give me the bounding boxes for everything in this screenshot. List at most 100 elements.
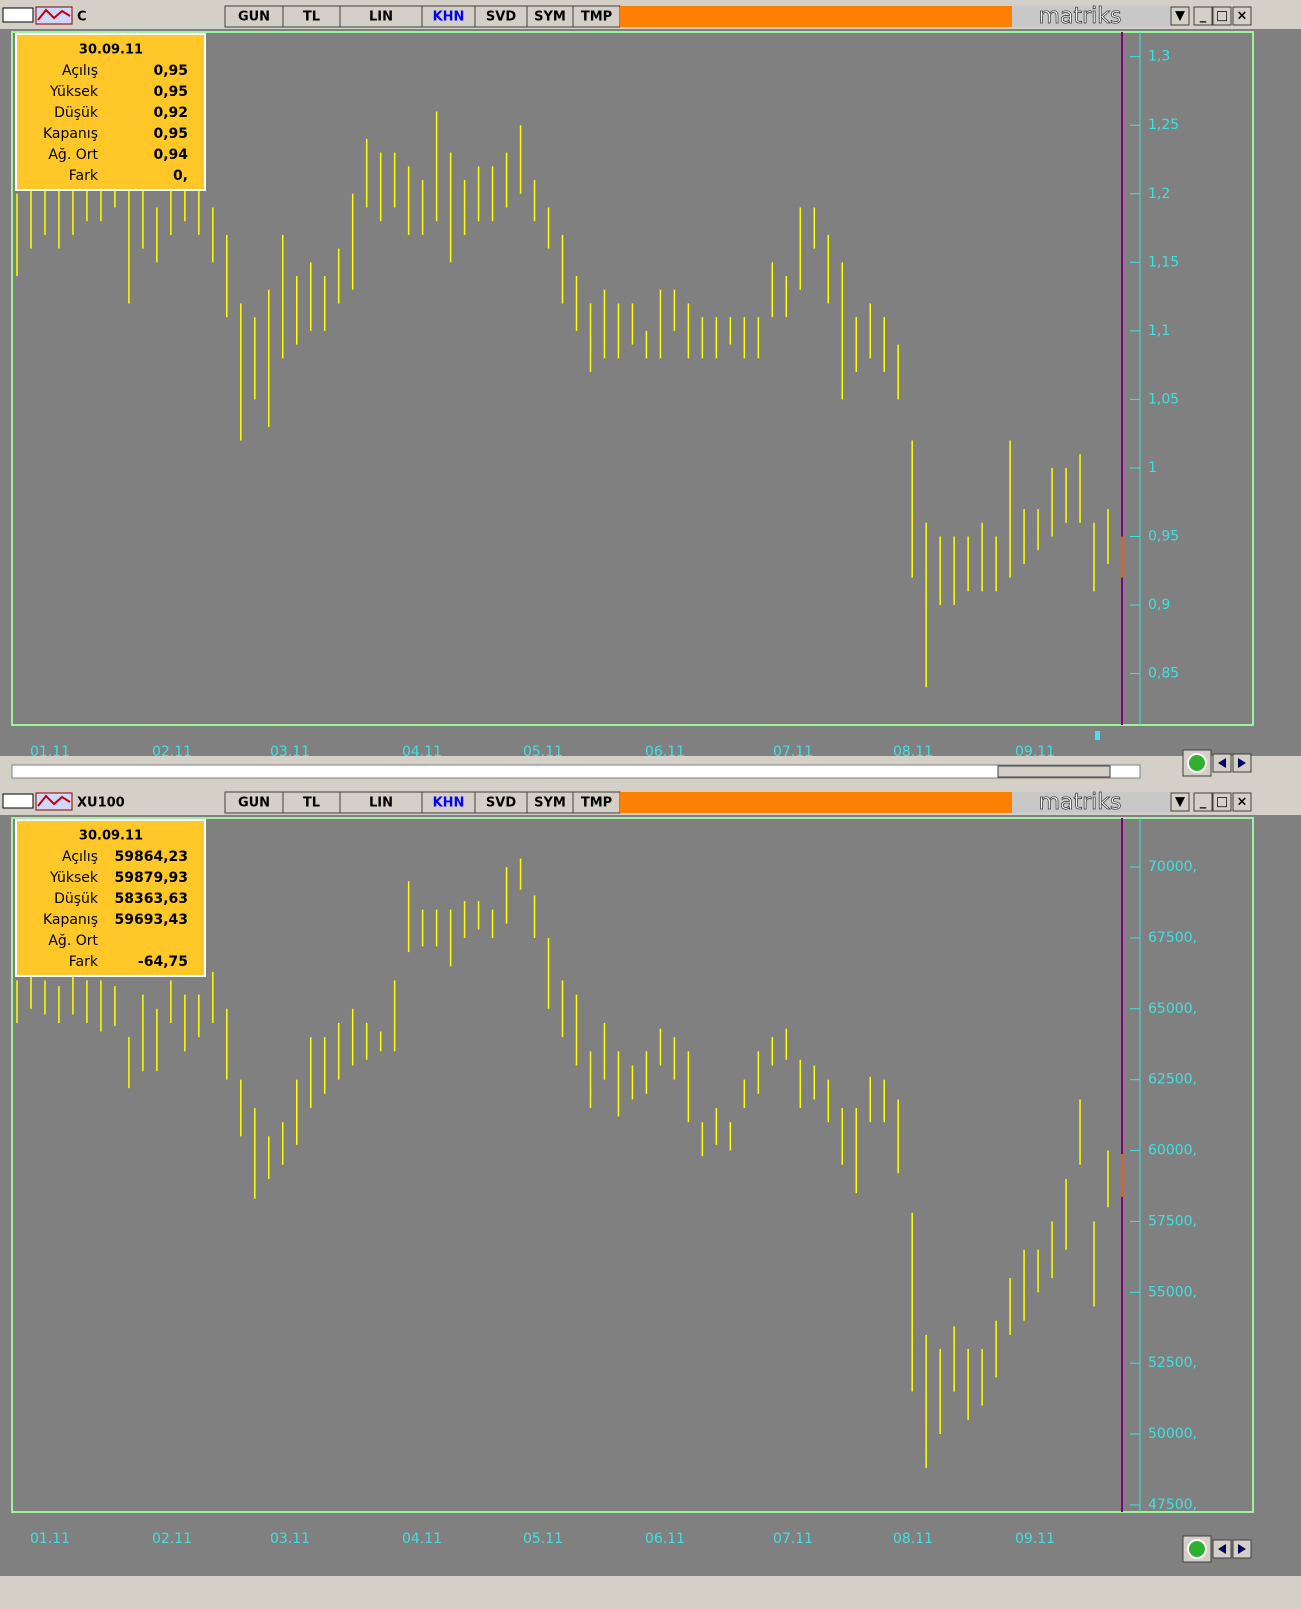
- toolbar-button-label[interactable]: LIN: [369, 10, 393, 25]
- x-tick-label: 05.11: [523, 744, 563, 760]
- info-label: Fark: [69, 168, 99, 184]
- refresh-icon[interactable]: [1187, 1539, 1207, 1559]
- y-tick-label: 0,95: [1148, 528, 1179, 544]
- chart-icon-line: [37, 8, 71, 21]
- plot-frame: [11, 817, 1254, 1513]
- window-button-icon[interactable]: _: [1200, 795, 1207, 810]
- window-button[interactable]: [1212, 6, 1232, 26]
- window-button[interactable]: [1170, 6, 1190, 26]
- info-value: 0,95: [153, 126, 188, 142]
- info-label: Yüksek: [49, 84, 99, 100]
- x-tick-label: 09.11: [1015, 744, 1055, 760]
- toolbar-button-label[interactable]: TMP: [581, 10, 612, 25]
- info-label: Ağ. Ort: [48, 147, 98, 163]
- x-tick-label: 04.11: [402, 1531, 442, 1547]
- nav-arrow[interactable]: [1218, 758, 1226, 768]
- info-label: Kapanış: [43, 912, 98, 928]
- info-value: 0,94: [153, 147, 188, 163]
- scrollbar-track: [11, 764, 1141, 779]
- info-value: 0,92: [153, 105, 188, 121]
- toolbar-button-label[interactable]: GUN: [238, 796, 270, 811]
- window-button-icon[interactable]: _: [1200, 9, 1207, 24]
- x-tick-label: 08.11: [893, 1531, 933, 1547]
- orange-strip: [620, 6, 1012, 27]
- info-label: Kapanış: [43, 126, 98, 142]
- nav-arrow[interactable]: [1218, 1544, 1226, 1554]
- orange-strip: [620, 792, 1012, 813]
- window-button[interactable]: [1212, 792, 1232, 812]
- toolbar-button-label[interactable]: KHN: [433, 10, 465, 25]
- chart-background: [0, 815, 1301, 1576]
- y-tick-label: 1,3: [1148, 49, 1170, 65]
- x-tick-label: 06.11: [645, 1531, 685, 1547]
- y-tick-label: 50000,: [1148, 1426, 1197, 1442]
- info-value: 59693,43: [114, 912, 188, 928]
- chart-icon-line: [37, 794, 71, 807]
- toolbar-button-label[interactable]: GUN: [238, 10, 270, 25]
- window-button[interactable]: [1170, 792, 1190, 812]
- window-button-icon[interactable]: ▼: [1175, 795, 1185, 810]
- app-icon: [2, 7, 34, 23]
- app-icon: [2, 793, 34, 809]
- scroll-marker: [1095, 731, 1100, 740]
- window-button-icon[interactable]: □: [1216, 9, 1228, 24]
- logo-area: [1012, 6, 1170, 27]
- toolbar-button-label[interactable]: TL: [303, 796, 320, 811]
- info-label: Fark: [69, 954, 99, 970]
- info-box: 30.09.11 Açılış 0,95 Yüksek 0,95 Düşük 0,92 Kap…: [15, 33, 206, 191]
- y-tick-label: 1,2: [1148, 186, 1170, 202]
- window-button[interactable]: [1232, 6, 1252, 26]
- info-label: Düşük: [54, 891, 99, 907]
- x-tick-label: 02.11: [152, 744, 192, 760]
- scrollbar-thumb[interactable]: [997, 765, 1111, 778]
- toolbar-button-label[interactable]: SVD: [486, 10, 516, 25]
- plot-frame: [11, 31, 1254, 726]
- x-tick-label: 06.11: [645, 744, 685, 760]
- nav-arrow[interactable]: [1238, 758, 1246, 768]
- toolbar-button-label[interactable]: SVD: [486, 796, 516, 811]
- x-tick-label: 02.11: [152, 1531, 192, 1547]
- x-tick-label: 01.11: [30, 744, 70, 760]
- y-tick-label: 1,1: [1148, 323, 1170, 339]
- window-button-icon[interactable]: ×: [1237, 795, 1248, 810]
- y-tick-label: 47500,: [1148, 1497, 1197, 1513]
- toolbar-button-label[interactable]: KHN: [433, 796, 465, 811]
- window-button[interactable]: [1193, 6, 1213, 26]
- y-tick-label: 67500,: [1148, 930, 1197, 946]
- x-tick-label: 07.11: [773, 1531, 813, 1547]
- info-box-bg: [15, 33, 206, 191]
- chart-window: C GUN TL LIN KHN SVD SYM TMP matriks ▼ _ □ × 1,3 1,25 1…: [0, 3, 1301, 779]
- y-tick-label: 0,85: [1148, 666, 1179, 682]
- refresh-icon[interactable]: [1187, 753, 1207, 773]
- x-tick-label: 09.11: [1015, 1531, 1055, 1547]
- info-value: 0,95: [153, 63, 188, 79]
- y-tick-label: 60000,: [1148, 1143, 1197, 1159]
- y-tick-label: 1,05: [1148, 391, 1179, 407]
- window-button[interactable]: [1232, 792, 1252, 812]
- toolbar-button-label[interactable]: TMP: [581, 796, 612, 811]
- toolbar-button-label[interactable]: LIN: [369, 796, 393, 811]
- chart-background: [0, 29, 1301, 756]
- logo: matriks: [1039, 790, 1122, 815]
- info-value: 59864,23: [114, 849, 188, 865]
- toolbar-button-label[interactable]: SYM: [534, 796, 566, 811]
- info-value: -64,75: [138, 954, 188, 970]
- window-button-icon[interactable]: □: [1216, 795, 1228, 810]
- info-value: 0,95: [153, 84, 188, 100]
- nav-arrow[interactable]: [1238, 1544, 1246, 1554]
- toolbar-button-label[interactable]: SYM: [534, 10, 566, 25]
- window-button-icon[interactable]: ▼: [1175, 9, 1185, 24]
- window-button-icon[interactable]: ×: [1237, 9, 1248, 24]
- toolbar-button-label[interactable]: TL: [303, 10, 320, 25]
- info-label: Düşük: [54, 105, 99, 121]
- y-tick-label: 57500,: [1148, 1213, 1197, 1229]
- info-value: 59879,93: [114, 870, 188, 886]
- info-box-bg: [15, 819, 206, 977]
- x-tick-label: 03.11: [270, 744, 310, 760]
- x-tick-label: 01.11: [30, 1531, 70, 1547]
- window-button[interactable]: [1193, 792, 1213, 812]
- y-tick-label: 70000,: [1148, 859, 1197, 875]
- x-tick-label: 08.11: [893, 744, 933, 760]
- info-label: Açılış: [62, 63, 98, 79]
